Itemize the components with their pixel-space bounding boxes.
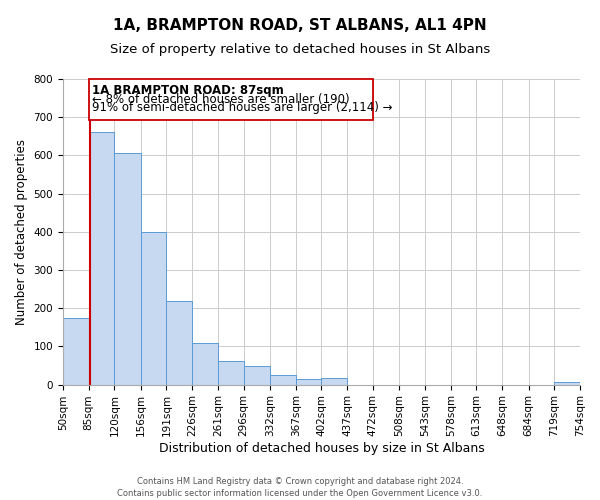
Bar (89, 132, 115, 384)
X-axis label: Distribution of detached houses by size in St Albans: Distribution of detached houses by size … (158, 442, 484, 455)
Bar (218, 360, 244, 384)
Y-axis label: Number of detached properties: Number of detached properties (15, 139, 28, 325)
Text: ← 8% of detached houses are smaller (190): ← 8% of detached houses are smaller (190… (92, 93, 350, 106)
Bar (115, 154, 141, 384)
Text: Size of property relative to detached houses in St Albans: Size of property relative to detached ho… (110, 42, 490, 56)
Bar (322, 378, 347, 384)
Bar (554, 382, 580, 384)
Text: 1A, BRAMPTON ROAD, ST ALBANS, AL1 4PN: 1A, BRAMPTON ROAD, ST ALBANS, AL1 4PN (113, 18, 487, 32)
Text: 1A BRAMPTON ROAD: 87sqm: 1A BRAMPTON ROAD: 87sqm (92, 84, 284, 98)
Bar (141, 232, 166, 384)
Bar (89, 79, 373, 120)
Bar (63, 318, 89, 384)
Bar (166, 302, 192, 384)
Bar (192, 342, 218, 384)
Text: Contains public sector information licensed under the Open Government Licence v3: Contains public sector information licen… (118, 488, 482, 498)
Text: 91% of semi-detached houses are larger (2,114) →: 91% of semi-detached houses are larger (… (92, 101, 393, 114)
Bar (270, 375, 296, 384)
Bar (244, 366, 270, 384)
Bar (296, 379, 322, 384)
Text: Contains HM Land Registry data © Crown copyright and database right 2024.: Contains HM Land Registry data © Crown c… (137, 477, 463, 486)
